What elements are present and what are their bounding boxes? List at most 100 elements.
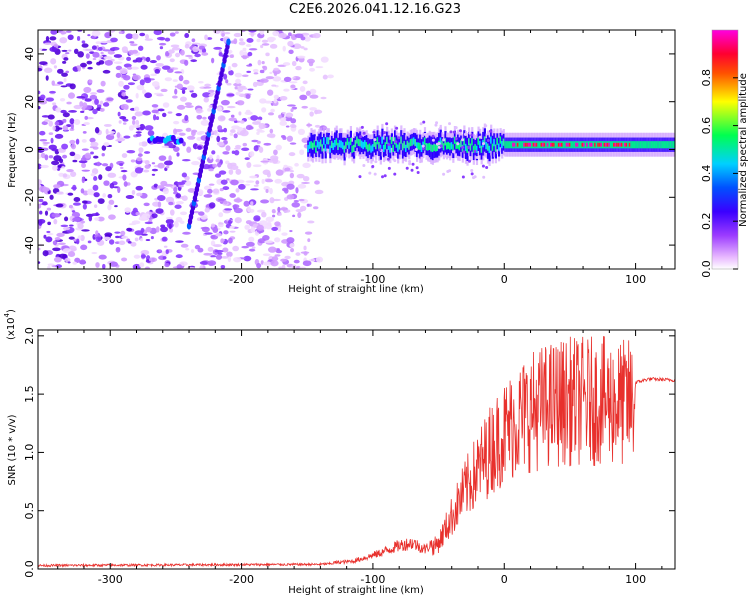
spectrogram-noise-blob (81, 229, 90, 232)
spectrogram-noise-blob (263, 100, 273, 104)
spectrogram-noise-blob (207, 260, 217, 266)
spectrogram-noise-blob (38, 67, 43, 72)
spectrogram-noise-blob (259, 69, 265, 74)
signal-band-max (581, 142, 584, 147)
spectrogram-noise-blob (132, 119, 136, 126)
signal-band-peak (345, 141, 348, 149)
spectrogram-noise-blob (82, 102, 88, 109)
spectrogram-noise-blob (248, 248, 256, 252)
spectrogram-scatter-dot (462, 150, 466, 154)
signal-band-max (516, 142, 519, 147)
spectrogram-noise-blob (119, 68, 128, 75)
spectrogram-noise-blob (129, 43, 138, 47)
spectrogram-noise-blob (145, 226, 152, 232)
spectrogram-noise-blob (96, 89, 105, 93)
spectrogram-noise-blob (191, 42, 201, 45)
spectrogram-scatter-dot (421, 147, 425, 151)
colorbar-tick-label: 0.8 (700, 69, 713, 87)
spectrogram-noise-blob (150, 211, 156, 215)
spectrogram-noise-blob (169, 209, 175, 216)
spectrogram-noise-blob (132, 59, 138, 63)
spectrogram-noise-blob (157, 108, 165, 112)
spectrogram-noise-blob (309, 94, 319, 99)
spectrogram-noise-blob (153, 30, 162, 36)
spectrogram-noise-blob (148, 257, 158, 263)
spectrogram-noise-blob (38, 153, 42, 160)
spectrogram-xlabel: Height of straight line (km) (288, 284, 424, 295)
spectrogram-noise-blob (252, 68, 259, 73)
spectrogram-noise-blob (246, 70, 252, 74)
spectrogram-noise-blob (175, 254, 183, 259)
signal-band-peak (348, 141, 351, 149)
spectrogram-noise-blob (94, 98, 99, 105)
spectrogram-noise-blob (286, 104, 296, 107)
spectrogram-noise-blob (295, 65, 302, 71)
spectrogram-noise-blob (327, 74, 334, 79)
spectrogram-noise-blob (267, 36, 276, 42)
signal-band-peak (531, 141, 534, 149)
spectrogram-streak-segment (226, 38, 231, 46)
spectrogram-noise-blob (113, 54, 123, 58)
spectrogram-noise-blob (273, 149, 278, 156)
spectrogram-noise-blob (97, 198, 105, 204)
spectrogram-noise-blob (70, 171, 77, 177)
spectrogram-noise-blob (52, 240, 58, 246)
spectrogram-noise-blob (63, 77, 67, 83)
signal-band-peak (315, 145, 318, 153)
signal-band-peak (381, 136, 384, 144)
spectrogram-noise-blob (122, 174, 127, 181)
spectrogram-noise-blob (151, 104, 159, 108)
spectrogram-noise-blob (230, 179, 239, 186)
spectrogram-noise-blob (73, 118, 81, 125)
signal-band-peak (578, 141, 581, 149)
spectrogram-noise-blob (151, 109, 159, 114)
spectrogram-scatter-dot (394, 140, 398, 144)
signal-band-peak (609, 141, 613, 149)
spectrogram-noise-blob (81, 169, 91, 172)
spectrogram-noise-blob (90, 92, 98, 95)
spectrogram-noise-blob (115, 72, 122, 78)
spectrogram-noise-blob (89, 137, 96, 143)
spectrogram-xtick-label: -300 (98, 273, 123, 286)
spectrogram-noise-blob (124, 207, 132, 213)
spectrogram-noise-blob (55, 107, 62, 113)
spectrogram-noise-blob (134, 111, 144, 117)
spectrogram-noise-blob (289, 123, 297, 129)
snr-ytick-label: 0.0 (23, 560, 36, 578)
spectrogram-noise-blob (305, 90, 311, 96)
spectrogram-noise-blob (267, 112, 275, 116)
signal-band-max (603, 142, 606, 147)
spectrogram-noise-blob (53, 184, 61, 189)
spectrogram-noise-blob (105, 128, 109, 135)
signal-band-peak (647, 141, 650, 149)
signal-band-peak (486, 143, 490, 151)
spectrogram-noise-blob (218, 52, 223, 57)
signal-band-peak (313, 140, 316, 148)
signal-band-max (512, 142, 515, 147)
spectrogram-scatter-dot (468, 131, 472, 135)
spectrogram-noise-blob (302, 260, 312, 267)
spectrogram-scatter-dot (371, 164, 375, 168)
spectrogram-noise-blob (214, 249, 224, 253)
spectrogram-noise-blob (174, 31, 179, 34)
spectrogram-noise-blob (102, 69, 111, 74)
spectrogram-noise-blob (136, 157, 143, 162)
signal-band-peak (431, 144, 434, 153)
signal-band-peak (379, 144, 382, 152)
spectrogram-noise-blob (235, 91, 241, 96)
spectrogram-noise-blob (129, 41, 135, 44)
spectrogram-scatter-dot (383, 174, 387, 178)
spectrogram-noise-blob (278, 114, 282, 119)
snr-ytick-label: 2.0 (23, 327, 36, 345)
spectrogram-noise-blob (198, 81, 204, 84)
signal-band-peak (337, 142, 340, 151)
signal-band-peak (668, 141, 671, 149)
signal-band-peak (636, 141, 639, 149)
spectrogram-noise-blob (45, 97, 55, 102)
spectrogram-scatter-dot (372, 130, 376, 134)
spectrogram-noise-blob (269, 128, 274, 134)
spectrogram-noise-blob (210, 240, 216, 247)
spectrogram-noise-blob (181, 159, 191, 162)
spectrogram-noise-blob (145, 56, 151, 63)
spectrogram-noise-blob (187, 188, 196, 193)
